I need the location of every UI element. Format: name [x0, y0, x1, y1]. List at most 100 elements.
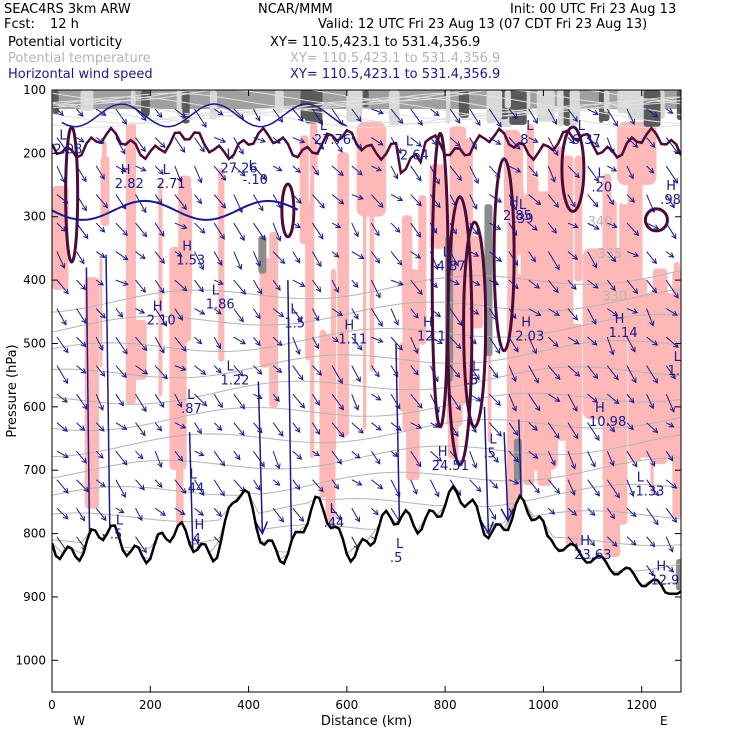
wind-arrow-head — [317, 119, 324, 126]
wind-arrow — [606, 365, 619, 380]
extremum-value-label: .5 — [390, 551, 402, 566]
wind-arrow-head — [396, 259, 403, 266]
wind-arrow-head — [435, 311, 442, 318]
wind-arrow — [135, 450, 144, 459]
wind-arrow — [292, 194, 302, 204]
wind-arrow-head — [353, 313, 359, 320]
wind-arrow-head — [100, 312, 106, 319]
wind-arrow — [587, 137, 600, 148]
wind-arrow-head — [512, 260, 519, 266]
wind-arrow-head — [336, 514, 342, 521]
wind-arrow — [272, 137, 281, 144]
wind-arrow-head — [570, 489, 576, 496]
wind-arrow-head — [98, 453, 104, 459]
wind-arrow — [607, 165, 617, 172]
wind-arrow — [331, 279, 339, 293]
extremum-type-label: H — [521, 315, 531, 330]
wind-arrow — [115, 251, 128, 261]
wind-arrow — [292, 365, 304, 381]
wind-arrow-head — [496, 197, 503, 203]
wind-arrow — [607, 308, 618, 317]
wind-speed-contour — [52, 199, 299, 221]
wind-arrow — [567, 479, 576, 496]
wind-arrow-head — [435, 202, 441, 209]
wind-arrow — [410, 222, 421, 238]
wind-arrow-head — [495, 139, 502, 145]
wind-arrow-head — [417, 119, 423, 126]
wind-arrow — [272, 393, 280, 402]
wind-arrow-head — [553, 202, 559, 208]
wind-arrow — [626, 450, 638, 467]
wind-arrow-head — [551, 227, 557, 234]
pv-shade-patch — [310, 173, 315, 459]
wind-arrow — [370, 450, 381, 465]
wind-arrow-head — [431, 139, 438, 146]
extremum-type-label: L — [637, 471, 645, 486]
wind-arrow — [587, 365, 598, 379]
wind-arrow — [429, 393, 440, 413]
y-tick-label: 100 — [23, 83, 46, 97]
wind-arrow — [410, 479, 418, 495]
wind-arrow-head — [358, 427, 364, 434]
wind-arrow — [292, 251, 301, 263]
extremum-value-label: 4.87 — [437, 260, 466, 275]
wind-arrow-head — [632, 461, 638, 468]
wind-arrow — [174, 165, 182, 182]
wind-arrow-head — [198, 264, 204, 271]
wind-arrow — [174, 222, 187, 229]
wind-arrow-head — [313, 343, 319, 350]
pv-contour-closed — [643, 207, 669, 233]
wind-arrow — [56, 365, 68, 384]
pv-contour-closed — [560, 125, 586, 213]
wind-arrow — [665, 279, 679, 299]
wind-arrow — [489, 279, 499, 286]
wind-arrow-head — [671, 517, 678, 524]
wind-arrow — [488, 393, 501, 406]
wind-arrow — [547, 365, 561, 380]
wind-arrow — [135, 251, 146, 260]
wind-arrow — [56, 251, 65, 269]
wind-arrow — [213, 336, 221, 349]
wind-arrow-head — [535, 199, 542, 206]
wind-arrow — [626, 222, 639, 236]
wind-arrow-head — [159, 347, 165, 354]
wind-arrow-head — [471, 462, 478, 469]
wind-arrow — [154, 308, 167, 327]
extremum-value-label: 2.71 — [157, 177, 186, 192]
wind-arrow-head — [98, 280, 105, 286]
theta-contour-line — [52, 392, 681, 432]
stratosphere-shade-patch — [536, 90, 555, 122]
wind-arrow-long-head — [254, 521, 269, 536]
wind-arrow — [253, 450, 265, 467]
wind-arrow — [410, 365, 419, 376]
wind-arrow — [154, 251, 165, 264]
wind-arrow — [233, 165, 246, 177]
wind-arrow-head — [294, 222, 301, 229]
extremum-type-label: H — [153, 299, 163, 314]
wind-arrow — [312, 222, 324, 239]
wind-arrow-head — [180, 488, 187, 494]
wind-arrow — [665, 365, 676, 379]
wind-arrow — [587, 251, 598, 268]
wind-arrow — [469, 451, 477, 468]
wind-arrow — [547, 279, 559, 293]
extremum-type-label: H — [344, 318, 354, 333]
wind-arrow-head — [215, 309, 222, 315]
wind-arrow-head — [671, 483, 678, 489]
extremum-value-label: 1.53 — [176, 253, 205, 268]
wind-arrow-head — [591, 340, 598, 346]
wind-arrow — [488, 308, 498, 320]
wind-arrow-head — [513, 283, 519, 290]
wind-arrow — [174, 279, 188, 292]
extremum-value-label: .87 — [181, 402, 202, 417]
wind-arrow — [95, 108, 106, 116]
wind-arrow — [410, 422, 422, 429]
wind-arrow-head — [357, 194, 364, 200]
wind-arrow — [95, 479, 106, 487]
wind-arrow-head — [140, 430, 146, 437]
extremum-type-label: H — [666, 179, 676, 194]
wind-arrow — [174, 251, 183, 257]
wind-arrow — [587, 393, 598, 403]
wind-arrow — [194, 137, 205, 152]
wind-arrow-head — [495, 348, 501, 355]
